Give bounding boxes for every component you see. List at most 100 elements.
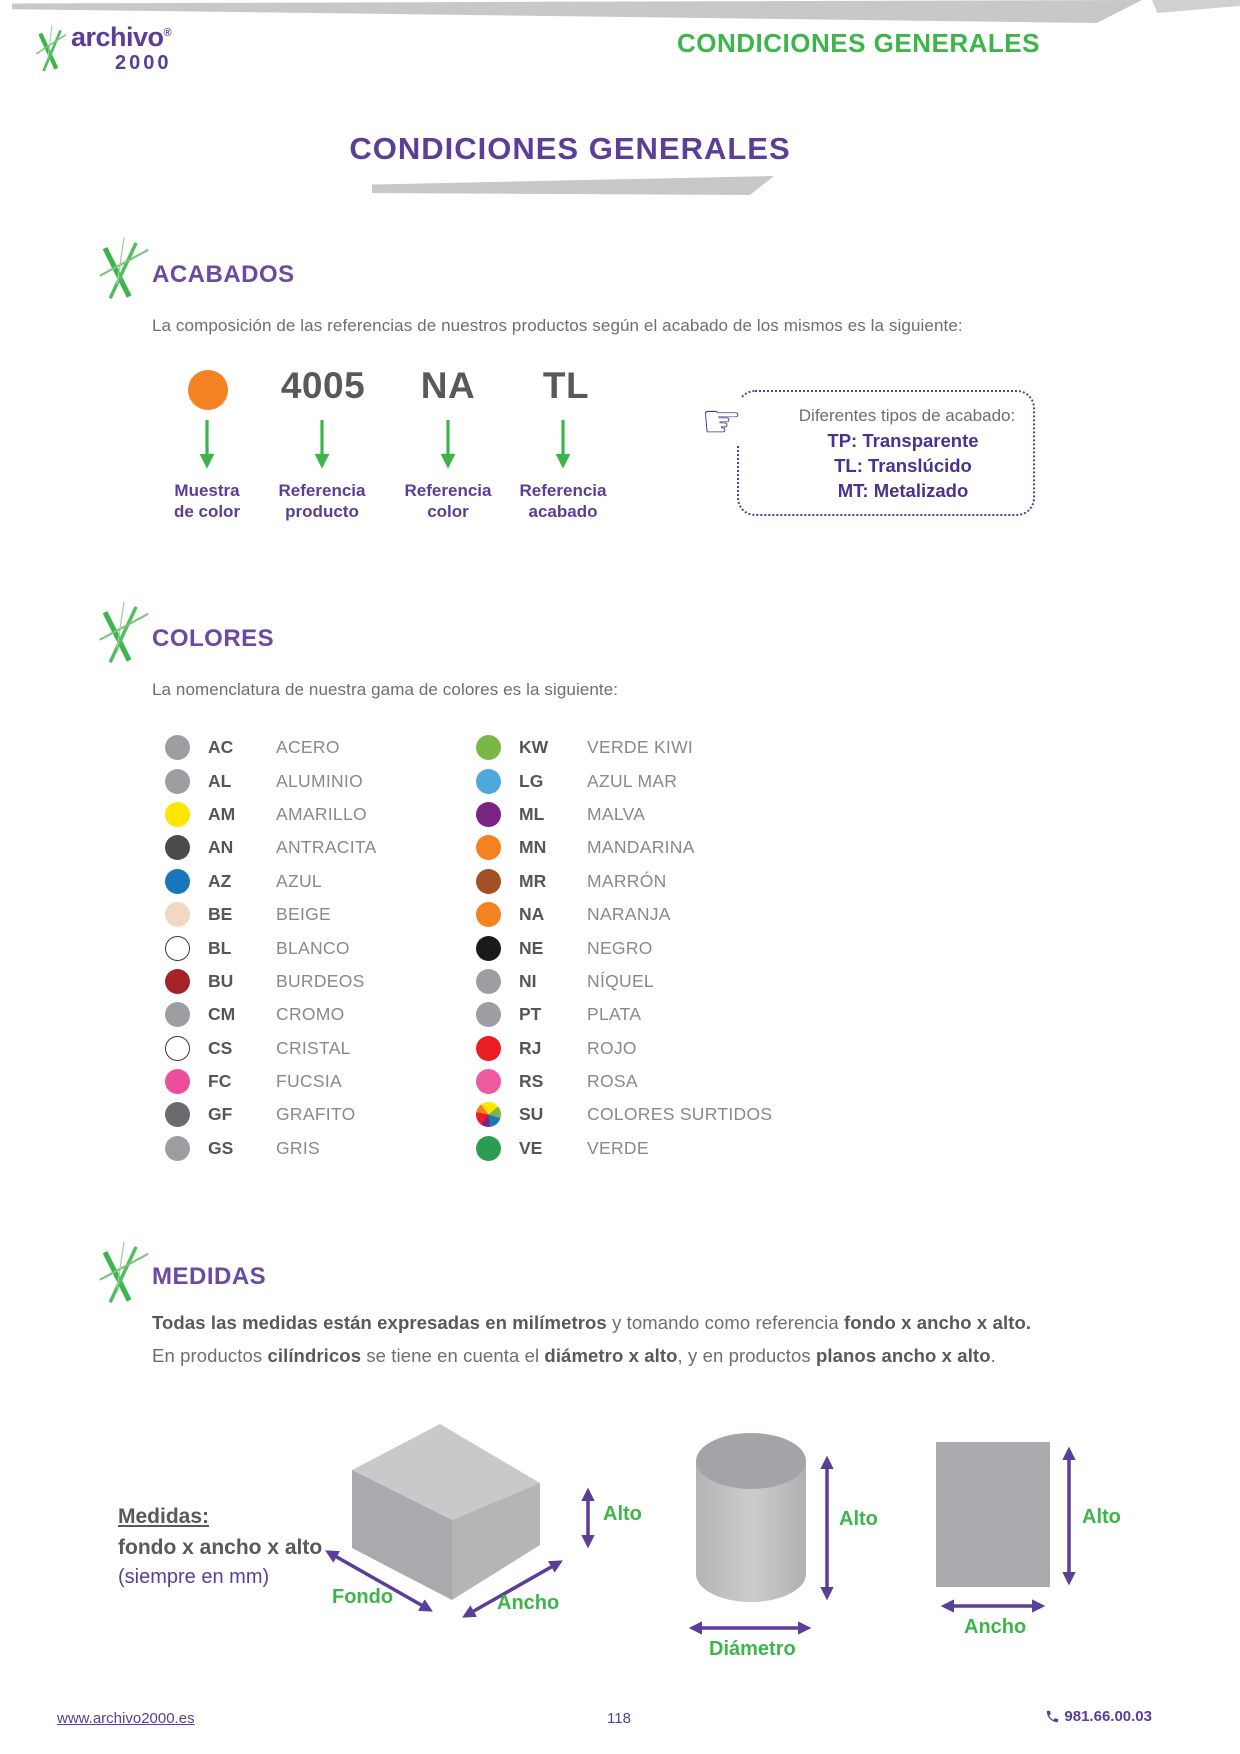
color-name: MALVA <box>587 803 646 824</box>
color-swatch <box>476 935 501 961</box>
color-name: VERDE <box>587 1137 649 1158</box>
text-segment: En productos <box>152 1345 268 1366</box>
color-swatch <box>165 1102 190 1128</box>
color-row: BL BLANCO <box>165 931 377 964</box>
brand-logo: archivo® 2000 <box>35 24 172 75</box>
finish-item-tp: TP: Transparente <box>827 430 979 451</box>
alto-label: Alto <box>839 1508 878 1530</box>
ancho-dimension-arrow <box>462 1560 563 1618</box>
color-swatch <box>165 1035 190 1061</box>
alto-dimension-arrow <box>820 1455 834 1601</box>
color-code: AM <box>208 803 236 824</box>
example-label-ref-color: Referencia color <box>405 480 492 522</box>
color-row: RJ ROJO <box>476 1032 772 1065</box>
color-row: SU COLORES SURTIDOS <box>476 1098 772 1131</box>
color-code: NA <box>519 904 545 925</box>
text-segment: se tiene en cuenta el <box>361 1345 545 1366</box>
color-row: NA NARANJA <box>476 898 772 931</box>
color-code: MN <box>519 837 547 858</box>
color-name: VERDE KIWI <box>587 737 694 758</box>
phone-icon <box>1047 1710 1059 1723</box>
color-list-right: KW VERDE KIWI LG AZUL MAR ML MALVA MN MANDARINA… <box>476 731 772 1165</box>
color-name: ROJO <box>587 1037 637 1058</box>
color-swatch <box>165 835 190 861</box>
color-code: VE <box>519 1137 543 1158</box>
color-swatch <box>476 1002 501 1028</box>
color-swatch <box>165 768 190 794</box>
brand-word: archivo <box>71 22 164 52</box>
down-arrow-icon <box>440 420 456 469</box>
color-row: GS GRIS <box>165 1132 377 1165</box>
example-label-ref-acabado: Referencia acabado <box>520 480 607 522</box>
color-name: BURDEOS <box>276 970 365 991</box>
pointing-hand-icon: ☞ <box>698 398 746 444</box>
color-code: FC <box>208 1071 232 1092</box>
finish-item-tl: TL: Translúcido <box>834 455 972 476</box>
color-row: MR MARRÓN <box>476 865 772 898</box>
color-code: ML <box>519 803 545 824</box>
color-swatch <box>476 902 501 928</box>
flat-panel-diagram <box>936 1442 1050 1587</box>
text-segment: . <box>990 1345 996 1366</box>
colores-intro: La nomenclatura de nuestra gama de color… <box>152 680 619 699</box>
color-code: PT <box>519 1004 542 1025</box>
label-line: Referencia <box>519 481 607 500</box>
example-color-ref: NA <box>420 365 476 406</box>
color-swatch <box>165 1069 190 1095</box>
color-code: KW <box>519 737 549 758</box>
text-segment: fondo x ancho x alto. <box>843 1312 1032 1333</box>
color-name: GRAFITO <box>276 1104 356 1125</box>
color-code: NE <box>519 937 544 958</box>
page-heading: CONDICIONES GENERALES <box>677 28 1040 58</box>
brand-year: 2000 <box>115 52 172 74</box>
medidas-text-line2: En productos cilíndricos se tiene en cue… <box>152 1345 996 1367</box>
color-name: NÍQUEL <box>587 970 654 991</box>
color-swatch <box>476 735 501 761</box>
color-swatch <box>476 768 501 794</box>
color-row: NE NEGRO <box>476 931 772 964</box>
example-label-ref-producto: Referencia producto <box>279 480 366 522</box>
footer-website-link[interactable]: www.archivo2000.es <box>57 1710 195 1727</box>
example-product-ref: 4005 <box>280 365 366 406</box>
color-row: AC ACERO <box>165 731 377 764</box>
footer-phone-number: 981.66.00.03 <box>1064 1708 1152 1725</box>
color-code: MR <box>519 870 547 891</box>
legend-note: (siempre en mm) <box>118 1566 270 1588</box>
ancho-dimension-arrow <box>940 1599 1046 1613</box>
color-name: ALUMINIO <box>276 770 363 791</box>
color-code: BL <box>208 937 232 958</box>
color-name: GRIS <box>276 1137 320 1158</box>
finish-types-box: Diferentes tipos de acabado: TP: Transpa… <box>737 390 1035 516</box>
color-name: ACERO <box>276 737 340 758</box>
color-row: MN MANDARINA <box>476 831 772 864</box>
color-row: RS ROSA <box>476 1065 772 1098</box>
color-swatch <box>165 902 190 928</box>
color-swatch <box>165 868 190 894</box>
medidas-text-line1: Todas las medidas están expresadas en mi… <box>152 1312 1031 1334</box>
color-swatch <box>476 1035 501 1061</box>
color-swatch <box>165 1002 190 1028</box>
label-line: de color <box>173 502 241 521</box>
color-name: ANTRACITA <box>276 837 377 858</box>
ancho-label: Ancho <box>497 1592 560 1614</box>
color-code: RJ <box>519 1037 542 1058</box>
finish-box-title: Diferentes tipos de acabado: <box>798 406 1016 425</box>
section-heading-medidas: MEDIDAS <box>152 1263 267 1290</box>
color-row: AL ALUMINIO <box>165 764 377 797</box>
section-x-icon <box>99 237 149 300</box>
registered-mark: ® <box>163 27 172 39</box>
color-row: CS CRISTAL <box>165 1032 377 1065</box>
color-code: CS <box>208 1037 233 1058</box>
color-code: AZ <box>208 870 232 891</box>
color-name: CRISTAL <box>276 1037 351 1058</box>
color-swatch <box>165 968 190 994</box>
color-row: KW VERDE KIWI <box>476 731 772 764</box>
color-row: BE BEIGE <box>165 898 377 931</box>
color-row: AN ANTRACITA <box>165 831 377 864</box>
fondo-label: Fondo <box>332 1586 394 1608</box>
color-name: COLORES SURTIDOS <box>587 1104 773 1125</box>
label-line: Referencia <box>278 481 366 500</box>
color-swatch <box>476 1069 501 1095</box>
color-code: NI <box>519 970 537 991</box>
footer-page-number: 118 <box>607 1710 631 1727</box>
